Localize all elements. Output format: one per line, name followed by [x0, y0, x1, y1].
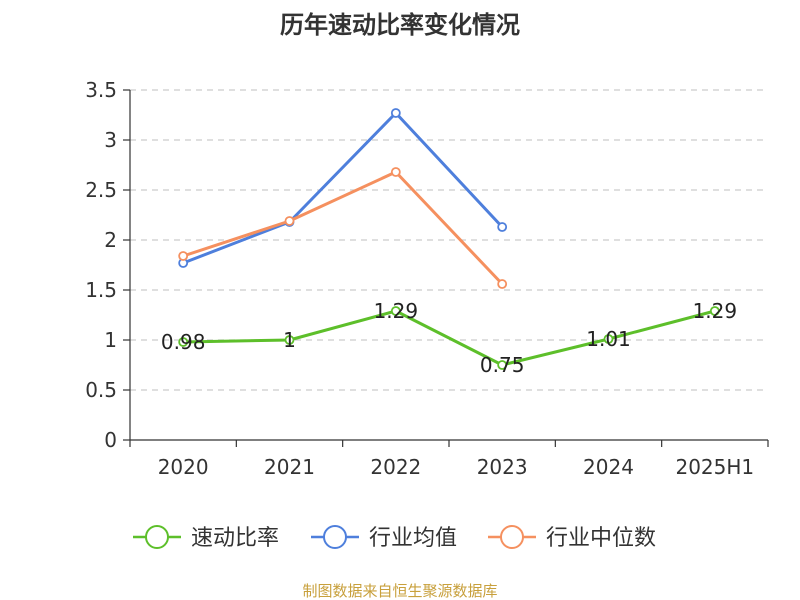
grid-lines: [130, 89, 768, 391]
data-label: 0.98: [161, 330, 206, 354]
series-line: [183, 309, 716, 367]
data-point: [497, 222, 508, 232]
data-label: 1.29: [374, 299, 419, 323]
y-axis: 0 0.5 1 1.5 2 2.5 3 3.5: [85, 78, 131, 452]
y-tick-label: 0.5: [85, 378, 117, 402]
data-point: [178, 337, 189, 347]
x-tick-label: 2025H1: [675, 455, 754, 479]
data-label: 1: [283, 328, 296, 352]
legend: 速动比率 行业均值 行业中位数: [133, 525, 656, 551]
x-tick-label: 2022: [370, 455, 421, 479]
y-tick-label: 2.5: [85, 178, 117, 202]
chart-title: 历年速动比率变化情况: [280, 11, 520, 39]
legend-swatch-marker: [500, 525, 524, 549]
data-point: [284, 216, 295, 226]
y-tick-label: 3: [104, 128, 117, 152]
legend-swatch-marker: [145, 525, 169, 549]
data-point: [390, 306, 401, 316]
data-point: [497, 360, 508, 370]
series-lines: [178, 108, 720, 370]
x-tick-label: 2024: [583, 455, 634, 479]
data-point: [390, 167, 401, 177]
data-point: [497, 279, 508, 289]
source-note: 制图数据来自恒生聚源数据库: [302, 582, 497, 600]
y-tick-label: 1: [104, 328, 117, 352]
data-point: [178, 251, 189, 261]
y-tick-label: 2: [104, 228, 117, 252]
y-tick-label: 1.5: [85, 278, 117, 302]
legend-label: 行业均值: [369, 526, 457, 551]
x-axis: 2020 2021 2022 2023 2024 2025H1: [129, 439, 769, 479]
x-tick-label: 2021: [264, 455, 315, 479]
data-labels: 0.98 1 1.29 0.75 1.01 1.29: [161, 299, 737, 377]
y-tick-label: 3.5: [85, 78, 117, 102]
data-label: 0.75: [480, 353, 525, 377]
data-label: 1.29: [693, 299, 738, 323]
data-point: [709, 306, 720, 316]
series-line: [182, 111, 504, 265]
x-tick-label: 2020: [158, 455, 209, 479]
data-point: [284, 335, 295, 345]
series-line: [182, 170, 504, 286]
data-point: [603, 334, 614, 344]
data-label: 1.01: [586, 327, 631, 351]
data-point: [390, 108, 401, 118]
legend-label: 速动比率: [191, 526, 279, 551]
y-tick-label: 0: [104, 428, 117, 452]
legend-swatch-marker: [323, 525, 347, 549]
x-tick-label: 2023: [477, 455, 528, 479]
legend-label: 行业中位数: [546, 526, 656, 551]
